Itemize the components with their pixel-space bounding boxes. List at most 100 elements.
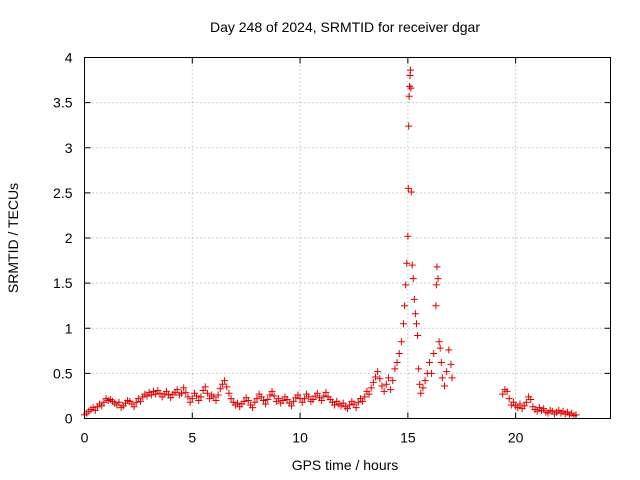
data-point: [262, 400, 270, 408]
x-tick-label: 20: [508, 430, 524, 446]
data-point: [244, 396, 252, 404]
y-tick-label: 3: [65, 140, 73, 156]
data-point: [199, 387, 207, 395]
data-point: [404, 232, 412, 240]
data-point: [505, 395, 513, 403]
data-point: [408, 261, 416, 269]
plot-frame: [84, 57, 611, 419]
data-point: [400, 320, 408, 328]
data-point: [572, 411, 580, 419]
data-point: [152, 390, 160, 398]
data-point: [411, 310, 419, 318]
data-point: [184, 393, 192, 401]
data-point: [137, 397, 145, 405]
data-point: [407, 188, 415, 196]
data-point: [372, 373, 380, 381]
data-point: [203, 389, 211, 397]
data-point: [309, 396, 317, 404]
data-point: [287, 402, 295, 410]
data-point: [283, 396, 291, 404]
data-point: [331, 401, 339, 409]
data-point: [380, 387, 388, 395]
data-point: [509, 398, 517, 406]
y-tick-label: 0.5: [53, 365, 73, 381]
data-point: [516, 400, 524, 408]
data-point: [415, 365, 423, 373]
x-tick-label: 5: [188, 430, 196, 446]
data-point: [407, 84, 415, 92]
data-point: [268, 387, 276, 395]
data-point: [346, 401, 354, 409]
data-point: [182, 388, 190, 396]
data-point: [401, 302, 409, 310]
data-point: [257, 393, 265, 401]
y-tick-label: 3.5: [53, 95, 73, 111]
data-point: [188, 395, 196, 403]
data-point: [434, 275, 442, 283]
grid: [84, 57, 611, 419]
axis-ticks: 0 0.5 1 1.5 2 2.5 3 3.5 4 0 5 10 15 20: [53, 50, 611, 446]
data-points: [81, 66, 580, 420]
y-tick-label: 1: [65, 320, 73, 336]
data-point: [365, 390, 373, 398]
data-point: [443, 368, 451, 376]
y-tick-label: 4: [65, 50, 73, 66]
data-point: [156, 389, 164, 397]
data-point: [397, 338, 405, 346]
data-point: [448, 374, 456, 382]
data-point: [503, 387, 511, 395]
data-point: [178, 389, 186, 397]
data-point: [436, 344, 444, 352]
data-point: [367, 384, 375, 392]
data-point: [344, 405, 351, 413]
data-point: [240, 397, 248, 405]
data-point: [438, 374, 446, 382]
data-point: [376, 375, 384, 383]
data-point: [419, 384, 427, 392]
data-point: [425, 359, 433, 367]
data-point: [445, 346, 453, 354]
data-point: [234, 399, 242, 407]
data-point: [514, 404, 522, 412]
data-point: [527, 396, 535, 404]
data-point: [406, 82, 414, 90]
data-point: [186, 398, 194, 406]
data-point: [369, 378, 377, 386]
data-point: [313, 389, 321, 397]
data-point: [298, 398, 306, 406]
data-point: [520, 402, 528, 410]
data-point: [417, 389, 425, 397]
data-point: [180, 384, 188, 392]
data-point: [212, 396, 220, 404]
data-point: [266, 391, 274, 399]
y-axis-label: SRMTID / TECUs: [5, 183, 21, 293]
data-point: [216, 385, 224, 393]
data-point: [300, 395, 308, 403]
x-tick-label: 15: [400, 430, 416, 446]
data-point: [195, 396, 203, 404]
data-point: [359, 397, 367, 405]
data-point: [533, 407, 541, 415]
chart-title: Day 248 of 2024, SRMTID for receiver dga…: [210, 19, 480, 35]
data-point: [382, 380, 390, 388]
data-point: [421, 377, 429, 385]
data-point: [430, 350, 438, 358]
data-point: [147, 391, 155, 399]
data-point: [403, 259, 411, 267]
data-point: [251, 398, 259, 406]
data-point: [143, 392, 151, 400]
data-point: [223, 383, 231, 391]
data-point: [279, 396, 287, 404]
data-point: [404, 184, 412, 192]
data-point: [361, 393, 369, 401]
data-point: [249, 404, 257, 412]
y-tick-label: 0: [65, 411, 73, 427]
data-point: [389, 377, 397, 385]
data-point: [132, 398, 140, 406]
y-tick-label: 2: [65, 230, 73, 246]
data-point: [428, 369, 436, 377]
data-point: [322, 388, 330, 396]
data-point: [206, 395, 214, 403]
data-point: [352, 404, 360, 412]
data-point: [447, 360, 455, 368]
